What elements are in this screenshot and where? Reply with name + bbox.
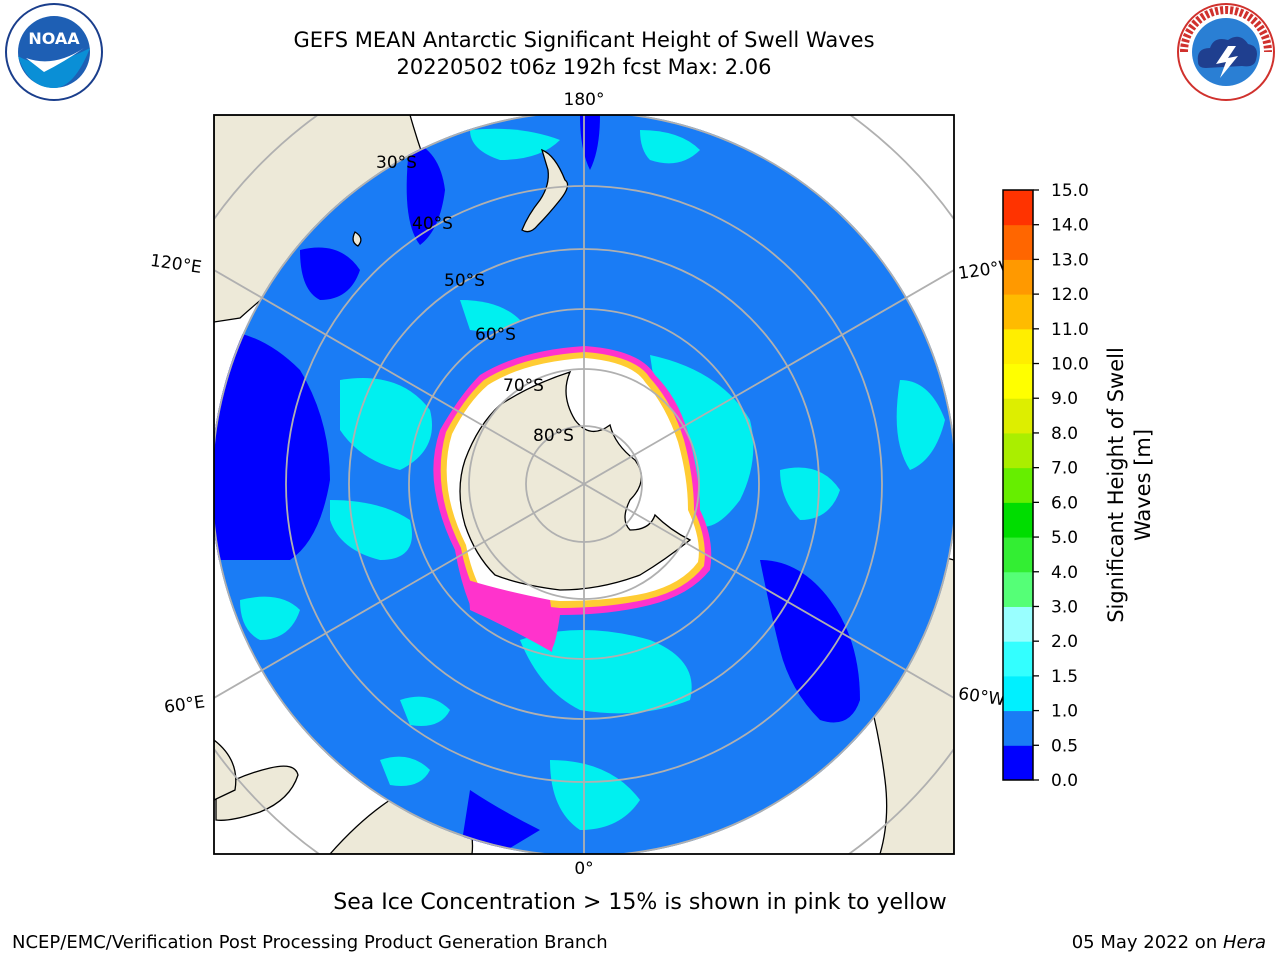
footer-date-text: 05 May 2022 on <box>1071 932 1223 953</box>
colorbar-tick-label: 0.5 <box>1051 736 1078 756</box>
lat-label-70: 70°S <box>503 376 544 396</box>
colorbar-segment <box>1003 502 1033 538</box>
footer-host: Hera <box>1222 932 1266 953</box>
colorbar-border <box>1002 189 1034 781</box>
colorbar-tick-label: 3.0 <box>1051 597 1078 617</box>
colorbar-segment <box>1003 606 1033 642</box>
map-border <box>213 114 955 855</box>
colorbar-title-line1: Significant Height of Swell <box>1104 347 1128 623</box>
footer-credit: NCEP/EMC/Verification Post Processing Pr… <box>12 932 608 953</box>
chart-title: GEFS MEAN Antarctic Significant Height o… <box>293 28 875 52</box>
colorbar-segment <box>1003 641 1033 677</box>
noaa-logo-text: NOAA <box>28 29 80 48</box>
colorbar-segment <box>1003 294 1033 330</box>
lon-label-bottom: 0° <box>574 859 593 879</box>
colorbar-tick-label: 13.0 <box>1051 250 1089 270</box>
colorbar-tick-label: 6.0 <box>1051 493 1078 513</box>
colorbar-segment <box>1003 467 1033 503</box>
colorbar-tick-label: 9.0 <box>1051 389 1078 409</box>
colorbar-tick-label: 7.0 <box>1051 459 1078 479</box>
colorbar-segment <box>1003 259 1033 295</box>
colorbar-segment <box>1003 398 1033 434</box>
lon-label-upper-left: 120°E <box>149 251 203 278</box>
colorbar-tick-label: 11.0 <box>1051 320 1089 340</box>
lat-label-80: 80°S <box>533 426 574 446</box>
chart-subtitle: 20220502 t06z 192h fcst Max: 2.06 <box>396 55 772 79</box>
colorbar-segment <box>1003 571 1033 607</box>
footer-date: 05 May 2022 on Hera <box>1072 932 1266 953</box>
colorbar-tick-label: 0.0 <box>1051 771 1078 791</box>
colorbar-tick-label: 8.0 <box>1051 424 1078 444</box>
graticule <box>214 115 954 854</box>
colorbar-tick-label: 12.0 <box>1051 285 1089 305</box>
land-inner <box>352 148 569 247</box>
colorbar-segment <box>1003 675 1033 712</box>
colorbar-tick-label: 2.0 <box>1051 632 1078 652</box>
colorbar-segment <box>1003 363 1033 399</box>
nws-logo <box>1177 3 1275 101</box>
colorbar-segment <box>1003 537 1033 573</box>
colorbar-segment <box>1003 190 1033 226</box>
lat-label-30: 30°S <box>376 153 417 173</box>
lon-label-lower-right: 60°W <box>957 684 1006 710</box>
colorbar-segment <box>1003 710 1033 746</box>
colorbar-tick-label: 4.0 <box>1051 563 1078 583</box>
colorbar-segment <box>1003 432 1033 469</box>
map-area <box>214 115 954 854</box>
colorbar: 0.0 0.5 1.0 1.5 2.0 3.0 4.0 5.0 6.0 7.0 8.0 9.0 10.0… <box>1002 181 1089 791</box>
colorbar-segment <box>1003 745 1033 781</box>
colorbar-tick-label: 5.0 <box>1051 528 1078 548</box>
lat-label-50: 50°S <box>444 271 485 291</box>
lat-label-40: 40°S <box>412 214 453 234</box>
noaa-logo: NOAA <box>5 3 103 101</box>
colorbar-tick-label: 1.0 <box>1051 702 1078 722</box>
colorbar-segment <box>1003 328 1033 365</box>
colorbar-segment <box>1003 224 1033 260</box>
sea-ice-caption: Sea Ice Concentration > 15% is shown in … <box>333 890 947 915</box>
lon-label-lower-left: 60°E <box>163 692 206 717</box>
lon-label-top: 180° <box>564 90 605 110</box>
colorbar-title-line2: Waves [m] <box>1131 429 1155 541</box>
colorbar-tick-label: 1.5 <box>1051 667 1078 687</box>
colorbar-tick-label: 15.0 <box>1051 181 1089 201</box>
colorbar-tick-label: 10.0 <box>1051 355 1089 375</box>
colorbar-tick-label: 14.0 <box>1051 216 1089 236</box>
lat-label-60: 60°S <box>475 325 516 345</box>
